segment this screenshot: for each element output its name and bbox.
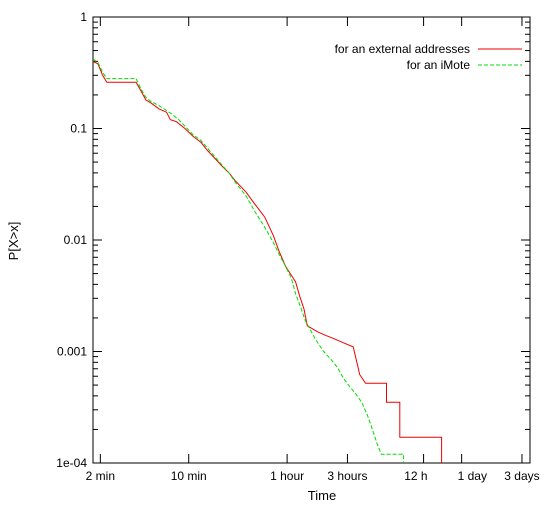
series-line-1: [92, 58, 405, 463]
y-tick-label: 0.001: [57, 345, 87, 359]
legend: for an external addresses for an iMote: [335, 42, 522, 72]
plot-frame: [92, 16, 531, 464]
series-lines: [92, 58, 443, 463]
x-tick-label: 3 hours: [327, 469, 367, 483]
x-tick-label: 1 day: [458, 469, 487, 483]
x-tick-label: 3 days: [504, 469, 539, 483]
x-axis-label: Time: [308, 488, 336, 503]
y-tick-label: 1: [80, 10, 87, 24]
x-tick-label: 2 min: [86, 469, 115, 483]
legend-label-0: for an external addresses: [335, 42, 470, 56]
y-tick-label: 1e-04: [56, 456, 87, 470]
series-line-0: [92, 60, 443, 463]
x-axis: 2 min 10 min 1 hour 3 hours 12 h 1 day 3 days: [86, 17, 540, 483]
x-tick-label: 1 hour: [270, 469, 304, 483]
y-tick-label: 0.01: [64, 233, 88, 247]
legend-label-1: for an iMote: [407, 58, 471, 72]
x-tick-label: 12 h: [404, 469, 427, 483]
y-axis-label: P[X>x]: [6, 222, 21, 261]
x-tick-label: 10 min: [171, 469, 207, 483]
plot-area: [92, 16, 531, 464]
y-axis: 1 0.1 0.01 0.001 1e-04: [56, 10, 530, 470]
y-tick-label: 0.1: [70, 122, 87, 136]
